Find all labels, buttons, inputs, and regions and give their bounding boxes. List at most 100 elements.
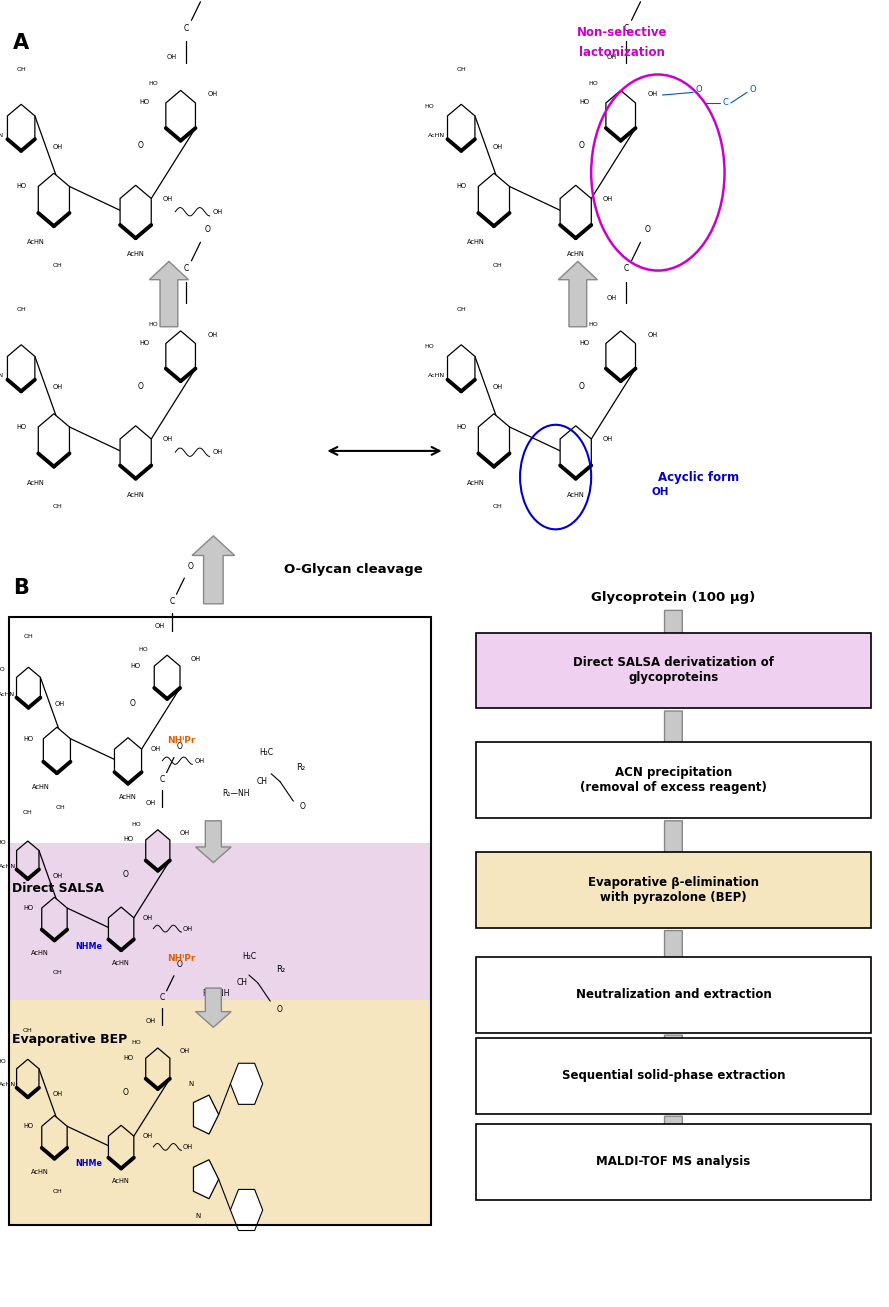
Text: HO: HO <box>23 904 33 911</box>
Text: OH: OH <box>180 830 189 836</box>
Text: O: O <box>188 562 194 571</box>
Polygon shape <box>560 426 591 478</box>
Text: AcHN: AcHN <box>0 1082 16 1087</box>
Text: H₂C: H₂C <box>242 953 256 961</box>
Text: O: O <box>123 870 129 880</box>
Text: HO: HO <box>580 340 589 346</box>
Polygon shape <box>17 840 39 880</box>
Text: HO: HO <box>0 840 6 846</box>
Polygon shape <box>44 727 70 774</box>
Text: OH: OH <box>456 67 466 72</box>
Polygon shape <box>606 90 636 141</box>
Text: O: O <box>695 85 701 94</box>
Text: B: B <box>13 578 29 597</box>
Text: AcHN: AcHN <box>27 480 44 485</box>
Text: OH: OH <box>212 209 223 214</box>
Text: R₁—NH: R₁—NH <box>222 789 249 797</box>
Polygon shape <box>196 988 231 1027</box>
Text: HO: HO <box>16 183 27 190</box>
Text: Evaporative β-elimination
with pyrazolone (BEP): Evaporative β-elimination with pyrazolon… <box>588 876 759 904</box>
Text: AcHN: AcHN <box>31 1168 49 1175</box>
Text: AcHN: AcHN <box>428 374 444 379</box>
Text: OH: OH <box>16 67 26 72</box>
Text: HO: HO <box>424 103 434 108</box>
Text: AcHN: AcHN <box>0 374 4 379</box>
Polygon shape <box>149 261 188 327</box>
Text: OH: OH <box>606 55 617 60</box>
FancyBboxPatch shape <box>476 1038 871 1114</box>
Text: R₁—NH: R₁—NH <box>203 989 229 997</box>
Text: O: O <box>204 225 211 234</box>
Text: OH: OH <box>52 1091 62 1097</box>
Text: HO: HO <box>131 822 140 827</box>
Text: C: C <box>183 264 188 273</box>
Polygon shape <box>478 414 509 467</box>
Text: OH: OH <box>493 384 502 391</box>
Polygon shape <box>42 897 68 941</box>
Text: AcHN: AcHN <box>112 1179 130 1184</box>
Text: Evaporative BEP: Evaporative BEP <box>12 1033 127 1046</box>
Polygon shape <box>606 331 636 382</box>
Text: HO: HO <box>139 647 148 652</box>
Text: O: O <box>578 141 584 150</box>
Text: OH: OH <box>456 307 466 312</box>
Text: C: C <box>623 264 629 273</box>
Text: AcHN: AcHN <box>0 133 4 139</box>
Text: OH: OH <box>163 437 173 442</box>
Polygon shape <box>194 1095 219 1134</box>
Text: HO: HO <box>148 81 158 86</box>
Text: OH: OH <box>52 970 62 975</box>
Text: AcHN: AcHN <box>467 239 485 244</box>
Text: OH: OH <box>52 873 62 878</box>
Text: N: N <box>196 1213 200 1219</box>
Text: O: O <box>138 382 144 391</box>
Text: OH: OH <box>183 925 193 932</box>
Text: OH: OH <box>493 503 502 508</box>
Polygon shape <box>654 1035 693 1090</box>
Text: C: C <box>169 596 174 605</box>
Text: OH: OH <box>16 307 26 312</box>
Text: NHⁱPr: NHⁱPr <box>167 736 196 745</box>
Text: AcHN: AcHN <box>127 251 145 257</box>
FancyBboxPatch shape <box>476 1124 871 1200</box>
Text: OH: OH <box>151 746 161 752</box>
Text: OH: OH <box>142 915 153 921</box>
Bar <box>9 617 431 843</box>
Text: HO: HO <box>589 81 598 86</box>
Text: OH: OH <box>166 55 177 60</box>
Polygon shape <box>115 737 141 784</box>
Text: HO: HO <box>23 1123 33 1129</box>
Polygon shape <box>108 1125 134 1168</box>
Text: OH: OH <box>146 1018 156 1023</box>
Text: C: C <box>623 24 629 33</box>
Text: HO: HO <box>589 322 598 327</box>
Text: AcHN: AcHN <box>112 961 130 966</box>
Polygon shape <box>230 1189 262 1230</box>
Polygon shape <box>146 830 170 870</box>
Text: AcHN: AcHN <box>0 691 15 697</box>
Polygon shape <box>230 1064 262 1104</box>
Text: OH: OH <box>52 503 62 508</box>
Polygon shape <box>166 331 196 382</box>
Text: O: O <box>177 961 183 970</box>
Text: Glycoprotein (100 μg): Glycoprotein (100 μg) <box>591 591 756 604</box>
Text: OH: OH <box>23 1029 33 1034</box>
Polygon shape <box>7 345 35 391</box>
Polygon shape <box>654 821 693 876</box>
Polygon shape <box>120 426 151 478</box>
Text: OH: OH <box>146 800 156 805</box>
Polygon shape <box>447 345 475 391</box>
Text: HO: HO <box>580 99 589 106</box>
Bar <box>9 843 431 1000</box>
Text: OH: OH <box>163 196 173 201</box>
Polygon shape <box>654 610 693 670</box>
Polygon shape <box>166 90 196 141</box>
Text: OH: OH <box>648 332 658 339</box>
Text: AcHN: AcHN <box>31 950 49 957</box>
FancyBboxPatch shape <box>476 742 871 818</box>
Bar <box>9 1000 431 1225</box>
Text: OH: OH <box>52 1188 62 1193</box>
Text: O: O <box>177 742 183 752</box>
Text: Direct SALSA: Direct SALSA <box>12 882 103 895</box>
Text: C: C <box>183 24 188 33</box>
